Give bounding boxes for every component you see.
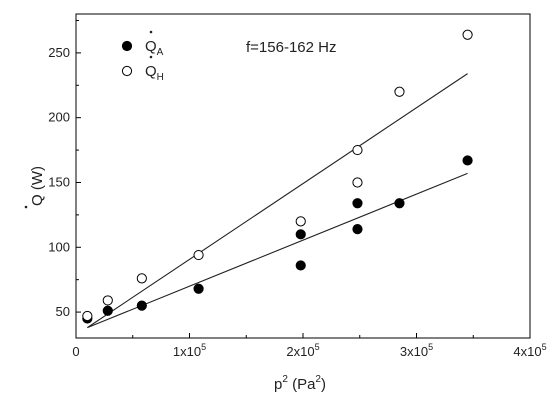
y-tick-label: 200 [48,110,70,125]
legend-marker-qa [121,40,133,52]
point-qa [295,229,306,240]
legend-label-qh: QH [145,55,164,83]
point-qh [295,216,306,227]
fit-line-qa [87,172,468,329]
x-tick-label: 1x105 [173,342,206,359]
point-qh [394,86,405,97]
x-tick-label: 2x105 [286,342,319,359]
point-qa [352,198,363,209]
svg-text:QH: QH [145,63,164,83]
y-tick-label: 250 [48,45,70,60]
legend-qa-sub: A [157,47,164,58]
point-qa [394,198,405,209]
fit-line-qh [87,73,468,329]
y-axis-title: Q (W) [24,166,46,209]
x-axis-title-mid: (Pa [288,376,316,393]
x-tick-label: 0 [72,344,79,359]
y-tick-label: 100 [48,239,70,254]
point-qa [352,224,363,235]
point-qh [462,29,473,40]
data-points [82,29,473,324]
qdot-mark [149,55,153,59]
y-tick-label: 150 [48,174,70,189]
legend-marker-qh [121,65,133,77]
point-qa [193,283,204,294]
qdot-mark [149,30,153,34]
x-axis-title-sup2: 2 [315,374,321,385]
point-qh [193,249,204,261]
point-qa [295,260,306,271]
point-qh [352,144,363,156]
frequency-annotation: f=156-162 Hz [246,39,336,56]
qdot-mark [24,205,28,209]
x-axis-title-pre: p [274,376,282,393]
legend-qh-main: Q [145,63,157,80]
y-tick-label: 50 [56,304,70,319]
x-axis-title: p2 (Pa2) [274,374,326,393]
point-qh [102,295,113,306]
svg-text:QA: QA [145,38,164,58]
legend-qa-main: Q [145,38,157,55]
x-axis-title-sup1: 2 [282,374,288,385]
point-qa [462,155,473,166]
legend-label-qa: QA [145,30,164,58]
fit-lines [87,73,468,329]
legend-qh-sub: H [157,72,164,83]
y-axis-title-main: Q [29,194,46,206]
point-qa [102,305,113,316]
point-qh [136,273,147,284]
x-tick-label: 3x105 [400,342,433,359]
point-qh [82,310,93,322]
point-qh [352,177,363,188]
x-axis-title-post: ) [321,376,326,393]
svg-text:Q (W): Q (W) [29,166,46,206]
x-tick-label: 4x105 [513,342,546,359]
legend: QA QH [121,30,164,83]
y-axis-ticks: 50 100 150 200 250 [48,19,81,319]
point-qa [136,300,147,311]
x-axis-ticks: 0 1x105 2x105 3x105 4x105 [72,333,547,359]
y-axis-title-rest: (W) [29,166,46,194]
